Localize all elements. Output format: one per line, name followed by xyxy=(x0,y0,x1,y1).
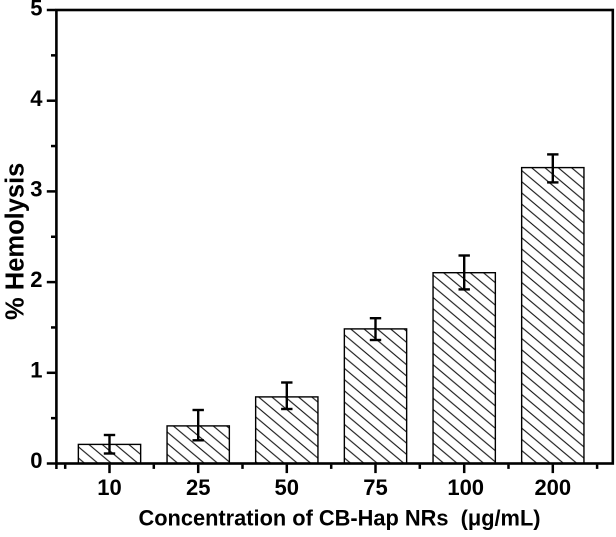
svg-text:3: 3 xyxy=(30,177,42,202)
svg-text:0: 0 xyxy=(30,448,42,473)
svg-text:4: 4 xyxy=(30,86,43,111)
svg-text:% Hemolysis: % Hemolysis xyxy=(2,163,30,320)
svg-text:Concentration of CB-Hap NRs (: Concentration of CB-Hap NRs (μg/mL) xyxy=(138,506,540,531)
svg-text:100: 100 xyxy=(447,475,484,500)
svg-text:10: 10 xyxy=(97,475,121,500)
svg-text:5: 5 xyxy=(30,0,42,21)
svg-text:200: 200 xyxy=(534,475,571,500)
svg-text:50: 50 xyxy=(275,475,299,500)
svg-text:1: 1 xyxy=(30,358,42,383)
svg-text:25: 25 xyxy=(186,475,210,500)
svg-text:75: 75 xyxy=(363,475,387,500)
svg-text:2: 2 xyxy=(30,267,42,292)
